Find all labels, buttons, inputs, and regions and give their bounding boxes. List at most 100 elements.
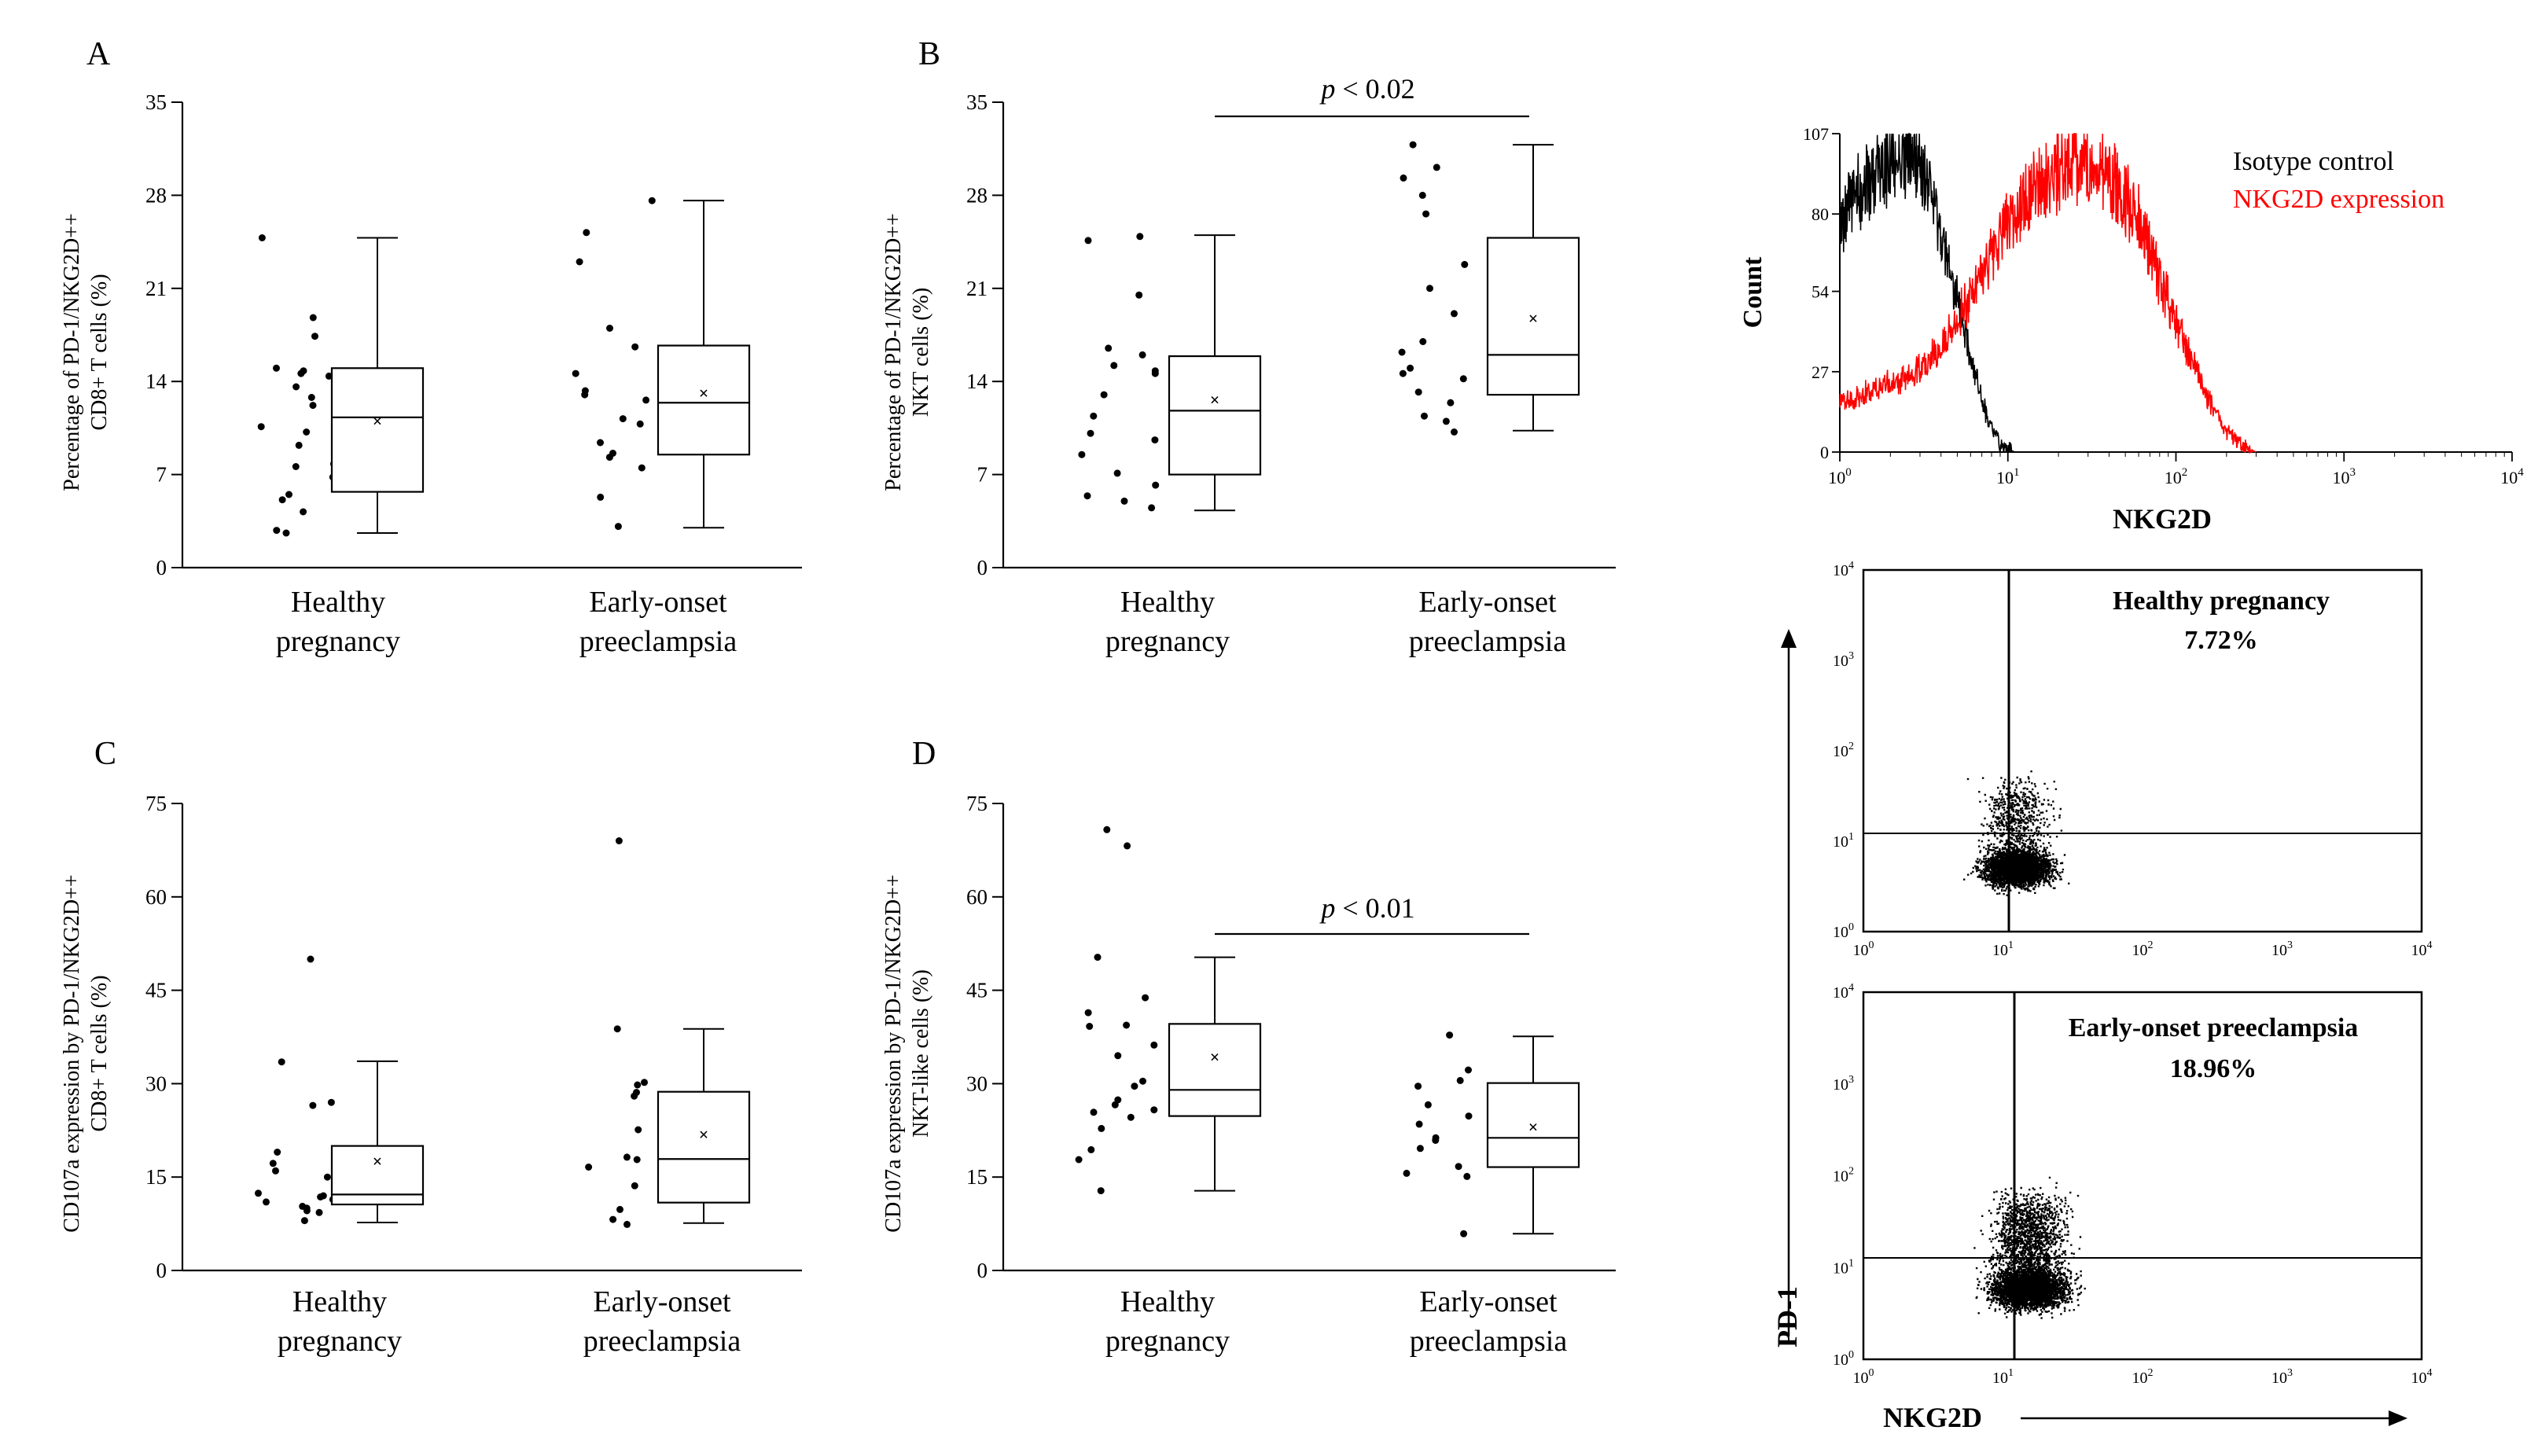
data-point [315,1208,323,1216]
data-point [631,343,639,351]
dot-y-tick-label: 100 [1833,921,1854,941]
panel-c-letter: C [94,736,116,772]
panel-a-cat-2: Early-onset [589,586,727,619]
panel-a-cat-1-line2: pregnancy [276,625,400,658]
mean-marker: × [699,1124,709,1144]
data-point [1100,391,1108,399]
data-point [309,1101,317,1109]
iqr-box [330,367,425,493]
data-point [1151,367,1159,375]
data-point [1105,344,1113,352]
iqr-box [1168,1023,1262,1117]
data-point [1399,370,1407,377]
panel-a-plot: ×× [257,197,751,537]
y-tick-label: 75 [966,792,988,815]
y-tick-label: 21 [145,277,167,300]
data-point [292,463,300,470]
data-point [648,197,656,204]
data-point [273,527,281,535]
panel-d-plot: ×× [1075,825,1580,1237]
data-point [623,1220,631,1228]
panel-b: B Percentage of PD-1/NKG2D++ NKT cells (… [881,36,1616,658]
hist-x-tick-label: 100 [1828,466,1852,487]
data-point [1090,1109,1098,1116]
data-point [1451,428,1458,436]
event-dots [1973,1176,2086,1319]
hist-x-tick-label: 101 [1996,466,2020,487]
data-point [258,234,266,241]
y-tick-label: 60 [145,885,167,909]
preeclampsia-events [1973,1176,2086,1319]
data-point [299,1202,307,1210]
panel-b-cat-1: Healthy [1120,586,1215,619]
data-point [1465,1066,1472,1074]
data-point [311,333,318,340]
data-point [1078,450,1086,458]
mean-marker: × [699,383,709,403]
data-point [615,837,623,844]
dot-x-tick-label: 101 [1992,939,2014,959]
data-point [572,370,579,377]
panel-c-cat-1: Healthy [292,1285,387,1318]
data-point [1087,429,1094,437]
data-point [1414,388,1422,396]
data-point [1113,469,1121,477]
dot-y-tick-label: 101 [1833,831,1854,851]
dot-x-tick-label: 103 [2271,1367,2293,1387]
y-tick-label: 7 [156,463,167,487]
dot-y-tick-label: 102 [1833,741,1854,760]
hist-y-tick-label: 107 [1803,124,1829,144]
histogram-y-ticks: 107 80 54 27 0 [1803,124,1840,462]
panel-c-ylabel-line1: CD107a expression by PD-1/NKG2D++ [60,874,84,1232]
mean-marker: × [1528,1117,1539,1137]
data-point [636,420,644,428]
y-tick-label: 0 [156,556,167,579]
data-point [641,1079,648,1086]
data-point [292,383,300,391]
data-point [1124,842,1131,850]
data-point [1432,1134,1440,1142]
data-point [1083,492,1091,500]
y-tick-label: 0 [977,556,988,579]
panel-a-y-axis: 0 7 14 21 28 35 [145,90,182,579]
data-point [1127,1113,1135,1121]
nkg2d-expression-curve [1839,133,2257,455]
data-point [278,1058,285,1066]
data-point [300,508,307,516]
hist-y-tick-label: 0 [1820,443,1829,462]
dot-y-tick-label: 103 [1833,1074,1854,1094]
data-point [585,1164,593,1171]
data-point [614,523,622,531]
panel-d-cat-2-line2: preeclampsia [1410,1325,1568,1358]
y-tick-label: 45 [145,979,167,1002]
data-point [1403,1169,1411,1177]
data-point [1446,1031,1454,1039]
data-point [1120,497,1128,505]
panel-a: A Percentage of PD-1/NKG2D++ CD8+ T cell… [60,36,802,658]
panel-c: C CD107a expression by PD-1/NKG2D++ CD8+… [60,736,802,1358]
panel-a-cat-2-line2: preeclampsia [579,625,737,658]
mean-marker: × [1528,309,1539,329]
data-point [1419,338,1427,345]
hist-y-tick-label: 54 [1812,282,1829,302]
dot-y-tick-label: 104 [1833,560,1854,579]
data-point [619,415,627,423]
healthy-label: Healthy pregnancy [2113,586,2330,616]
panel-b-ylabel-line2: NKT cells (%) [909,288,933,417]
dot-x-tick-label: 100 [1853,939,1874,959]
data-point [309,402,317,410]
dot-y-tick-label: 101 [1833,1257,1854,1277]
data-point [1455,1163,1462,1171]
panel-d-ylabel-line1: CD107a expression by PD-1/NKG2D++ [881,874,906,1232]
data-point [1422,210,1430,218]
panel-b-letter: B [918,36,940,72]
data-point [597,439,604,447]
hist-x-tick-label: 102 [2165,466,2188,487]
data-point [1150,1106,1158,1114]
data-point [1421,412,1428,420]
panel-b-cat-1-line2: pregnancy [1105,625,1230,658]
y-tick-label: 15 [966,1165,988,1189]
data-point [300,1217,308,1225]
data-point [269,1160,277,1167]
